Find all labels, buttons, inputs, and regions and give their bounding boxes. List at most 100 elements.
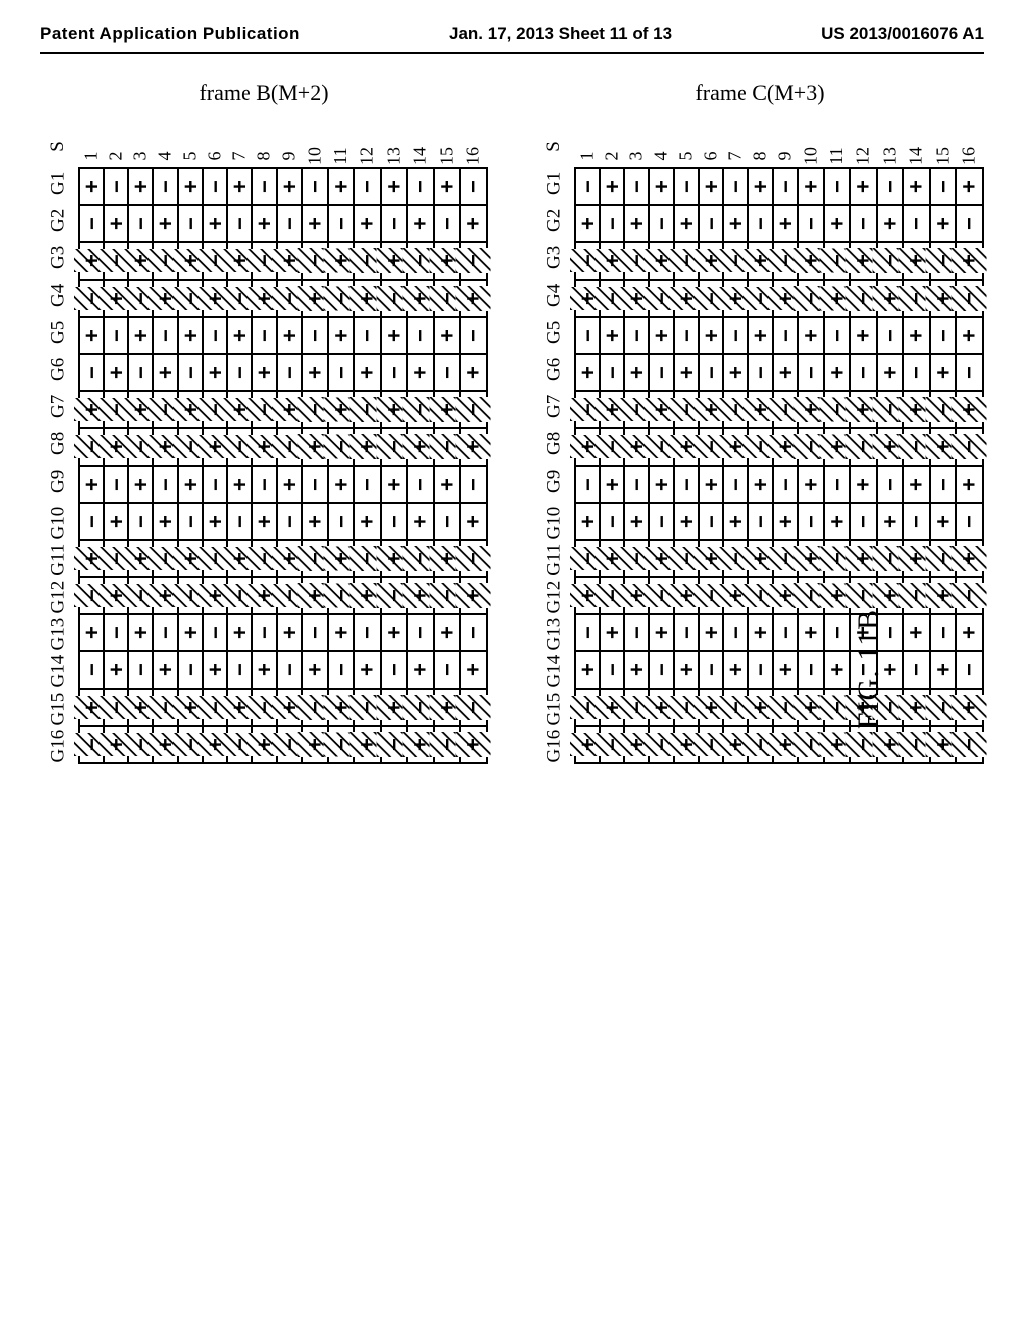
grid-cell: − [455, 545, 492, 572]
col-header: 15 [931, 143, 955, 170]
col-header: 10 [303, 143, 327, 170]
col-header: 6 [699, 144, 723, 169]
col-header: 9 [773, 144, 797, 169]
col-header: 2 [104, 144, 128, 169]
grid-block: frame C(M+3)SG1G2G3G4G5G6G7G8G9G10G11G12… [536, 144, 984, 1194]
col-header: 12 [852, 143, 876, 170]
grid-cell: − [951, 285, 988, 312]
col-header: 7 [724, 144, 748, 169]
grid-cell: − [455, 694, 492, 721]
col-header: 3 [129, 144, 153, 169]
grid-block: frame B(M+2)SG1G2G3G4G5G6G7G8G9G10G11G12… [40, 144, 488, 1194]
row-header: G14 [535, 652, 572, 688]
grid-cell: + [951, 396, 988, 423]
col-header: 11 [825, 143, 849, 169]
grid-cell: − [455, 322, 492, 349]
col-header: 8 [252, 144, 276, 169]
grid-cell: + [951, 173, 988, 200]
grid-cell: − [951, 657, 988, 684]
grid-cell: + [455, 210, 492, 237]
row-header: G6 [39, 355, 76, 391]
col-header: 8 [748, 144, 772, 169]
row-header: G2 [535, 206, 572, 242]
row-header: G1 [535, 169, 572, 205]
row-header: G2 [39, 206, 76, 242]
header-center: Jan. 17, 2013 Sheet 11 of 13 [449, 24, 672, 44]
row-header: G10 [535, 503, 572, 539]
row-header: G3 [535, 243, 572, 279]
grid-cell: + [455, 657, 492, 684]
row-header: G16 [39, 727, 76, 763]
col-header: 14 [409, 143, 433, 170]
grid-cell: − [455, 396, 492, 423]
row-header: G6 [535, 355, 572, 391]
grid-cell: − [951, 508, 988, 535]
grid-cell: − [455, 471, 492, 498]
polarity-grid: 12345678910111213141516+−+−+−+−+−+−+−+−−… [78, 144, 488, 764]
grid-cell: + [455, 582, 492, 609]
col-header: 4 [153, 144, 177, 169]
col-header: 12 [356, 143, 380, 170]
col-header: 6 [203, 144, 227, 169]
grid-cell: + [455, 434, 492, 461]
col-header: 13 [382, 143, 406, 170]
col-header: 9 [277, 144, 301, 169]
grid-cell: + [951, 694, 988, 721]
grid-cell: − [951, 731, 988, 758]
col-header: 16 [958, 143, 982, 170]
grid-cell: + [455, 359, 492, 386]
col-header: 5 [178, 144, 202, 169]
col-header: 1 [79, 144, 103, 169]
figure-caption: FIG. 11B [852, 609, 886, 729]
grid-cell: + [951, 322, 988, 349]
figure-sheet: frame B(M+2)SG1G2G3G4G5G6G7G8G9G10G11G12… [40, 144, 984, 1194]
row-header: G7 [535, 392, 572, 428]
grid-cell: + [951, 248, 988, 275]
header-right: US 2013/0016076 A1 [821, 24, 984, 44]
grid-cell: − [455, 248, 492, 275]
row-header: G3 [39, 243, 76, 279]
col-header: 1 [575, 144, 599, 169]
row-header: G1 [39, 169, 76, 205]
row-header: G9 [39, 466, 76, 502]
grid-cell: + [455, 508, 492, 535]
grid-cell: − [455, 620, 492, 647]
col-header: 2 [600, 144, 624, 169]
row-header: G14 [39, 652, 76, 688]
col-header: 15 [435, 143, 459, 170]
row-header: G13 [535, 615, 572, 651]
polarity-grid: 12345678910111213141516−+−+−+−+−+−+−+−++… [574, 144, 984, 764]
row-header: G4 [535, 280, 572, 316]
col-header: 7 [228, 144, 252, 169]
row-header: G7 [39, 392, 76, 428]
row-header: G8 [535, 429, 572, 465]
row-header: G10 [39, 503, 76, 539]
grid-cell: − [951, 434, 988, 461]
grid-cell: − [951, 210, 988, 237]
row-header: G11 [39, 541, 76, 577]
col-header: 11 [329, 143, 353, 169]
row-header: G5 [39, 317, 76, 353]
row-header: G12 [39, 578, 76, 614]
col-header: 10 [799, 143, 823, 170]
col-header: 13 [878, 143, 902, 170]
row-header: G9 [535, 466, 572, 502]
row-header: G16 [535, 727, 572, 763]
grid-cell: − [951, 359, 988, 386]
col-header: 4 [649, 144, 673, 169]
grid-cell: + [455, 285, 492, 312]
header-left: Patent Application Publication [40, 24, 300, 44]
row-header: G4 [39, 280, 76, 316]
row-headers: SG1G2G3G4G5G6G7G8G9G10G11G12G13G14G15G16 [40, 144, 76, 763]
col-header: 5 [674, 144, 698, 169]
grid-cell: + [455, 731, 492, 758]
col-header: 3 [625, 144, 649, 169]
page-header: Patent Application Publication Jan. 17, … [40, 24, 984, 54]
row-header: G13 [39, 615, 76, 651]
row-header: G11 [535, 541, 572, 577]
row-header: G12 [535, 578, 572, 614]
grid-cell: + [951, 620, 988, 647]
col-header: 16 [462, 143, 486, 170]
row-header: G15 [39, 689, 76, 725]
col-header: 14 [905, 143, 929, 170]
